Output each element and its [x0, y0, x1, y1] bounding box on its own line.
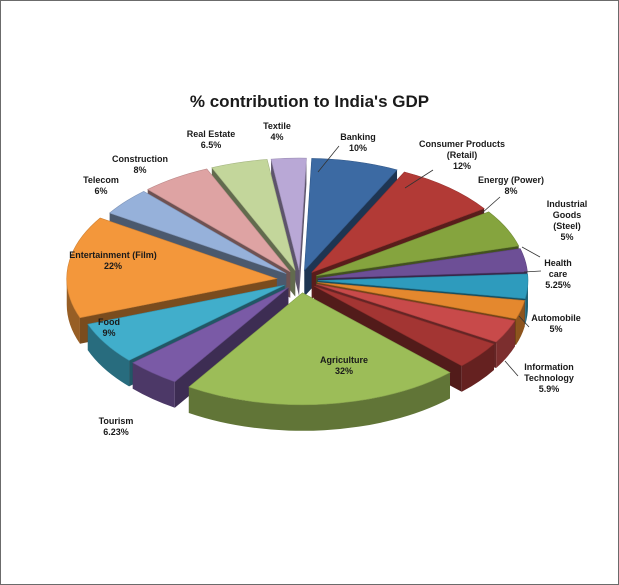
slice-label: Automobile 5%: [531, 313, 581, 334]
slice-label: Consumer Products (Retail) 12%: [419, 139, 505, 171]
pie-slice-agriculture: [188, 292, 451, 431]
pie-slices: [66, 157, 529, 431]
leader-line: [404, 169, 434, 189]
leader-line: [523, 270, 542, 273]
slice-label: Health care 5.25%: [544, 258, 572, 290]
slice-label: Energy (Power) 8%: [478, 175, 544, 196]
slice-label: Telecom 6%: [83, 175, 119, 196]
chart-title: % contribution to India's GDP: [189, 92, 430, 111]
slice-label: Entertainment (Film) 22%: [69, 250, 157, 271]
leader-line: [504, 360, 519, 377]
slice-label: Food 9%: [98, 317, 120, 338]
leader-lines: [317, 145, 542, 377]
slice-label: Industrial Goods (Steel) 5%: [547, 199, 588, 242]
slice-label: Construction 8%: [112, 154, 168, 175]
slice-label: Information Technology 5.9%: [524, 362, 574, 394]
leader-line: [521, 246, 541, 258]
slice-label: Tourism 6.23%: [99, 416, 134, 437]
leader-line: [481, 196, 501, 214]
slice-label: Real Estate 6.5%: [187, 129, 236, 150]
slice-label: Banking 10%: [340, 132, 376, 153]
slice-label: Textile 4%: [263, 121, 291, 142]
leader-line: [518, 315, 530, 328]
leader-line: [317, 145, 340, 173]
slice-labels: Banking 10% Consumer Products (Retail) 12% En…: [69, 121, 587, 437]
slice-label: Agriculture 32%: [320, 355, 368, 376]
